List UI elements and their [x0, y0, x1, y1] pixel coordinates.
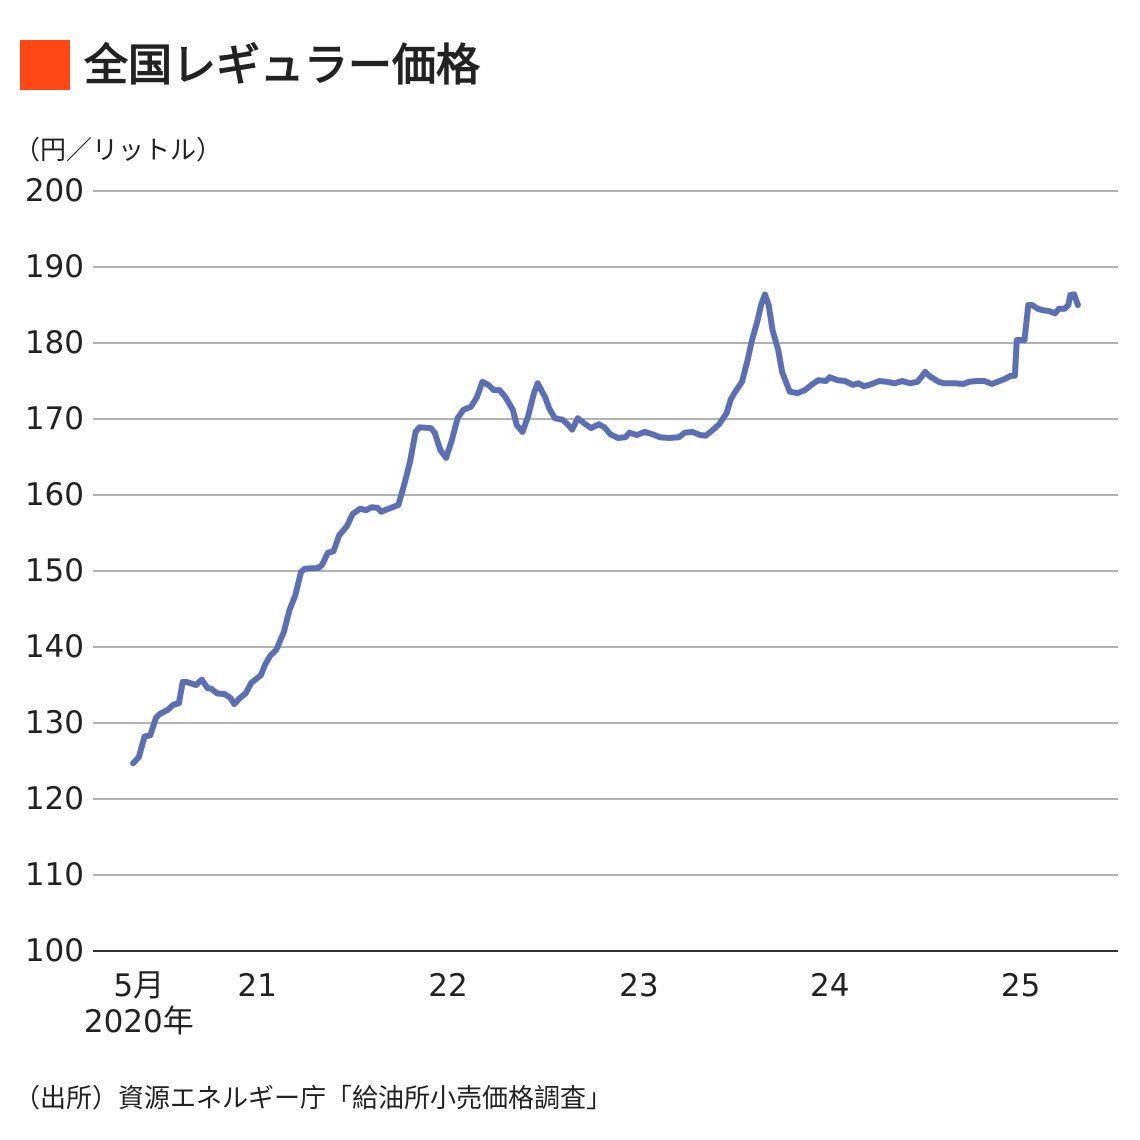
y-tick-label: 110: [24, 857, 84, 893]
x-tick-label: 22: [428, 968, 468, 1004]
source-note: （出所）資源エネルギー庁「給油所小売価格調査」: [14, 1084, 613, 1114]
y-tick-label: 160: [24, 477, 84, 513]
y-tick-label: 190: [24, 249, 84, 285]
x-tick-label: 23: [619, 968, 659, 1004]
y-tick-label: 150: [24, 553, 84, 589]
y-tick-label: 200: [24, 173, 84, 209]
x-tick-label: 5月 2020年: [83, 968, 194, 1040]
x-tick-label: 24: [810, 968, 850, 1004]
x-tick-label: 21: [237, 968, 277, 1004]
title-marker: [20, 40, 70, 90]
y-tick-label: 130: [24, 705, 84, 741]
y-tick-label: 170: [24, 401, 84, 437]
price-line: [130, 291, 1081, 767]
y-tick-label: 120: [24, 781, 84, 817]
y-axis-label: （円／リットル）: [14, 136, 223, 166]
y-tick-label: 100: [24, 933, 84, 969]
chart-title: 全国レギュラー価格: [84, 40, 480, 91]
y-tick-label: 140: [24, 629, 84, 665]
y-tick-label: 180: [24, 325, 84, 361]
x-tick-label: 25: [1000, 968, 1041, 1004]
